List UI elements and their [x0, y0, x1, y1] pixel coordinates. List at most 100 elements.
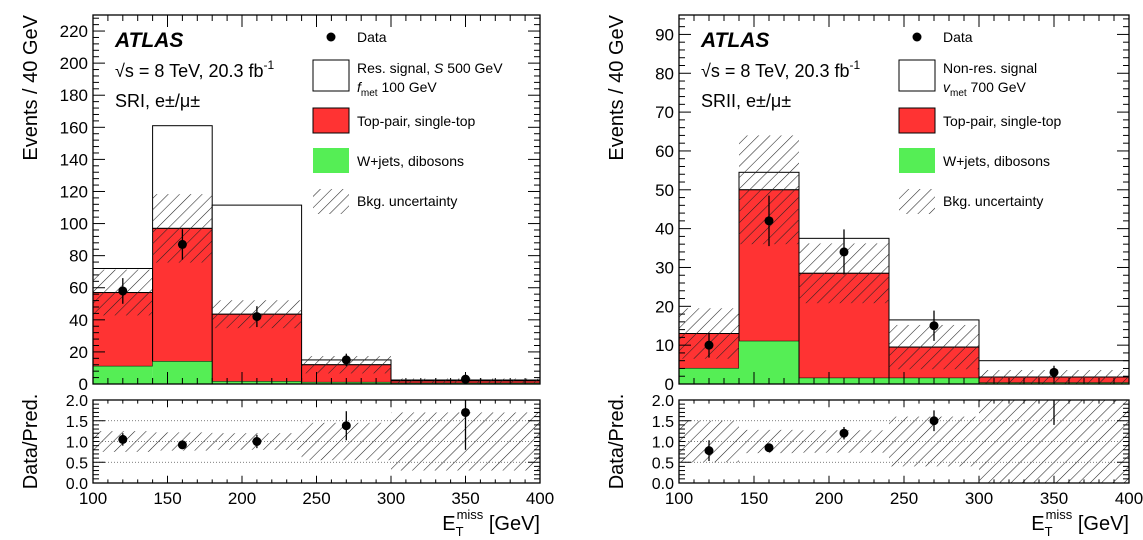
- legend-data-marker: [326, 32, 336, 42]
- ratio-y-tick-label: 0.0: [652, 476, 674, 493]
- y-tick-label: 120: [60, 182, 88, 201]
- legend-signal-parameter: fmet 100 GeV: [357, 79, 437, 99]
- y-tick-label: 30: [655, 258, 674, 277]
- y-tick-label: 80: [655, 64, 674, 83]
- ratio-y-axis-label: Data/Pred.: [606, 394, 628, 490]
- y-tick-label: 70: [655, 103, 674, 122]
- x-tick-label: 150: [740, 489, 768, 508]
- ratio-point: [252, 437, 262, 446]
- legend-wjets-swatch: [899, 148, 935, 173]
- ratio-point: [929, 416, 939, 426]
- legend-signal-parameter: vmet 700 GeV: [943, 79, 1026, 99]
- y-tick-label: 20: [69, 343, 88, 362]
- signal-bar: [211, 204, 303, 315]
- legend-wjets-label: W+jets, dibosons: [357, 153, 464, 169]
- ratio-point: [461, 407, 470, 417]
- y-tick-label: 40: [69, 311, 88, 330]
- x-tick-label: 200: [228, 489, 256, 508]
- legend-uncertainty-label: Bkg. uncertainty: [943, 193, 1043, 209]
- y-tick-label: 160: [60, 118, 88, 137]
- ratio-y-tick-label: 1.0: [652, 435, 674, 452]
- x-tick-label: 100: [665, 489, 693, 508]
- legend-signal-label: Res. signal, S 500 GeV: [357, 60, 503, 76]
- y-tick-label: 200: [60, 54, 88, 73]
- y-tick-label: 0: [79, 375, 88, 394]
- y-tick-label: 220: [60, 22, 88, 41]
- x-tick-label: 250: [890, 489, 918, 508]
- x-axis-label: ETmiss [GeV]: [442, 507, 540, 539]
- ratio-point: [704, 446, 714, 456]
- legend-ttbar-swatch: [312, 107, 350, 134]
- ratio-point: [118, 434, 128, 444]
- ratio-y-tick-label: 1.0: [66, 435, 88, 452]
- legend-signal-label: Non-res. signal: [943, 60, 1037, 76]
- ratio-y-tick-label: 2.0: [652, 393, 674, 410]
- ratio-y-tick-label: 1.5: [66, 414, 88, 431]
- left-plot-panel: 0 20 40 60 80 100 120 140 160 180 200 220 100 150 200 2…: [20, 14, 554, 539]
- energy-luminosity-label: √s = 8 TeV, 20.3 fb-1: [115, 58, 274, 81]
- legend-uncertainty-swatch: [899, 189, 935, 214]
- x-tick-label: 350: [1040, 489, 1068, 508]
- y-tick-label: 140: [60, 150, 88, 169]
- y-tick-label: 100: [60, 215, 88, 234]
- x-tick-label: 100: [79, 489, 107, 508]
- data-point: [118, 286, 128, 296]
- y-tick-label: 90: [655, 25, 674, 44]
- ratio-y-tick-label: 2.0: [66, 393, 88, 410]
- legend-ttbar-label: Top-pair, single-top: [943, 113, 1062, 129]
- legend-signal-swatch: [898, 59, 936, 92]
- data-point: [764, 216, 774, 226]
- x-tick-label: 150: [153, 489, 181, 508]
- ratio-y-tick-label: 1.5: [652, 414, 674, 431]
- right-plot-panel: 0 10 20 30 40 50 60 70 80 90 100 150 200 250 300 350 400…: [606, 14, 1143, 539]
- x-tick-label: 400: [526, 489, 554, 508]
- legend-signal-swatch: [312, 59, 350, 92]
- ratio-y-tick-label: 0.5: [66, 455, 88, 472]
- y-axis-label: Events / 40 GeV: [20, 14, 42, 160]
- region-label: SRI, e±/μ±: [115, 91, 200, 111]
- y-tick-label: 180: [60, 86, 88, 105]
- data-point: [929, 321, 939, 331]
- legend-wjets-swatch: [313, 148, 349, 173]
- legend-ttbar-swatch: [898, 107, 936, 134]
- data-point: [252, 312, 262, 322]
- y-tick-label: 0: [665, 375, 674, 394]
- x-tick-label: 350: [451, 489, 479, 508]
- y-tick-label: 40: [655, 220, 674, 239]
- x-tick-label: 200: [815, 489, 843, 508]
- data-point: [839, 247, 849, 257]
- y-tick-label: 20: [655, 297, 674, 316]
- ratio-point: [341, 421, 351, 431]
- x-tick-label: 300: [377, 489, 405, 508]
- legend-data-marker: [912, 32, 922, 42]
- legend-data-label: Data: [943, 29, 973, 45]
- legend-uncertainty-label: Bkg. uncertainty: [357, 193, 457, 209]
- energy-luminosity-label: √s = 8 TeV, 20.3 fb-1: [701, 58, 860, 81]
- atlas-label: ATLAS: [114, 29, 183, 52]
- x-axis-label: ETmiss [GeV]: [1031, 507, 1129, 539]
- x-tick-label: 300: [965, 489, 993, 508]
- x-tick-label: 250: [302, 489, 330, 508]
- legend-ttbar-label: Top-pair, single-top: [357, 113, 476, 129]
- y-axis-label: Events / 40 GeV: [606, 14, 628, 160]
- data-point: [704, 340, 714, 350]
- legend-wjets-label: W+jets, dibosons: [943, 153, 1050, 169]
- x-tick-label: 400: [1115, 489, 1143, 508]
- y-tick-label: 60: [655, 142, 674, 161]
- ratio-y-tick-label: 0.0: [66, 476, 88, 493]
- region-label: SRII, e±/μ±: [701, 91, 791, 111]
- y-tick-label: 60: [69, 279, 88, 298]
- ratio-y-axis-label: Data/Pred.: [20, 394, 42, 490]
- ratio-point: [839, 428, 849, 438]
- ratio-point: [177, 440, 187, 450]
- y-tick-label: 50: [655, 181, 674, 200]
- ratio-point: [764, 443, 774, 453]
- legend-data-label: Data: [357, 29, 387, 45]
- data-point: [177, 239, 187, 249]
- atlas-label: ATLAS: [700, 29, 769, 52]
- y-tick-label: 80: [69, 247, 88, 266]
- data-point: [341, 355, 351, 365]
- legend-uncertainty-swatch: [313, 189, 349, 214]
- wjets-bar: [739, 341, 799, 384]
